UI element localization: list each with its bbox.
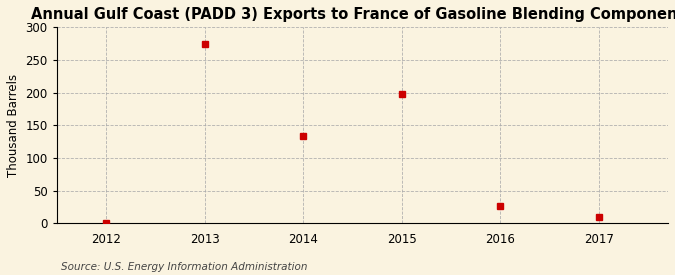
Text: Source: U.S. Energy Information Administration: Source: U.S. Energy Information Administ…: [61, 262, 307, 272]
Title: Annual Gulf Coast (PADD 3) Exports to France of Gasoline Blending Components: Annual Gulf Coast (PADD 3) Exports to Fr…: [31, 7, 675, 22]
Y-axis label: Thousand Barrels: Thousand Barrels: [7, 74, 20, 177]
